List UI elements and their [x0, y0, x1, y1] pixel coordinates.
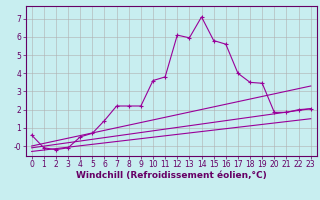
X-axis label: Windchill (Refroidissement éolien,°C): Windchill (Refroidissement éolien,°C): [76, 171, 267, 180]
